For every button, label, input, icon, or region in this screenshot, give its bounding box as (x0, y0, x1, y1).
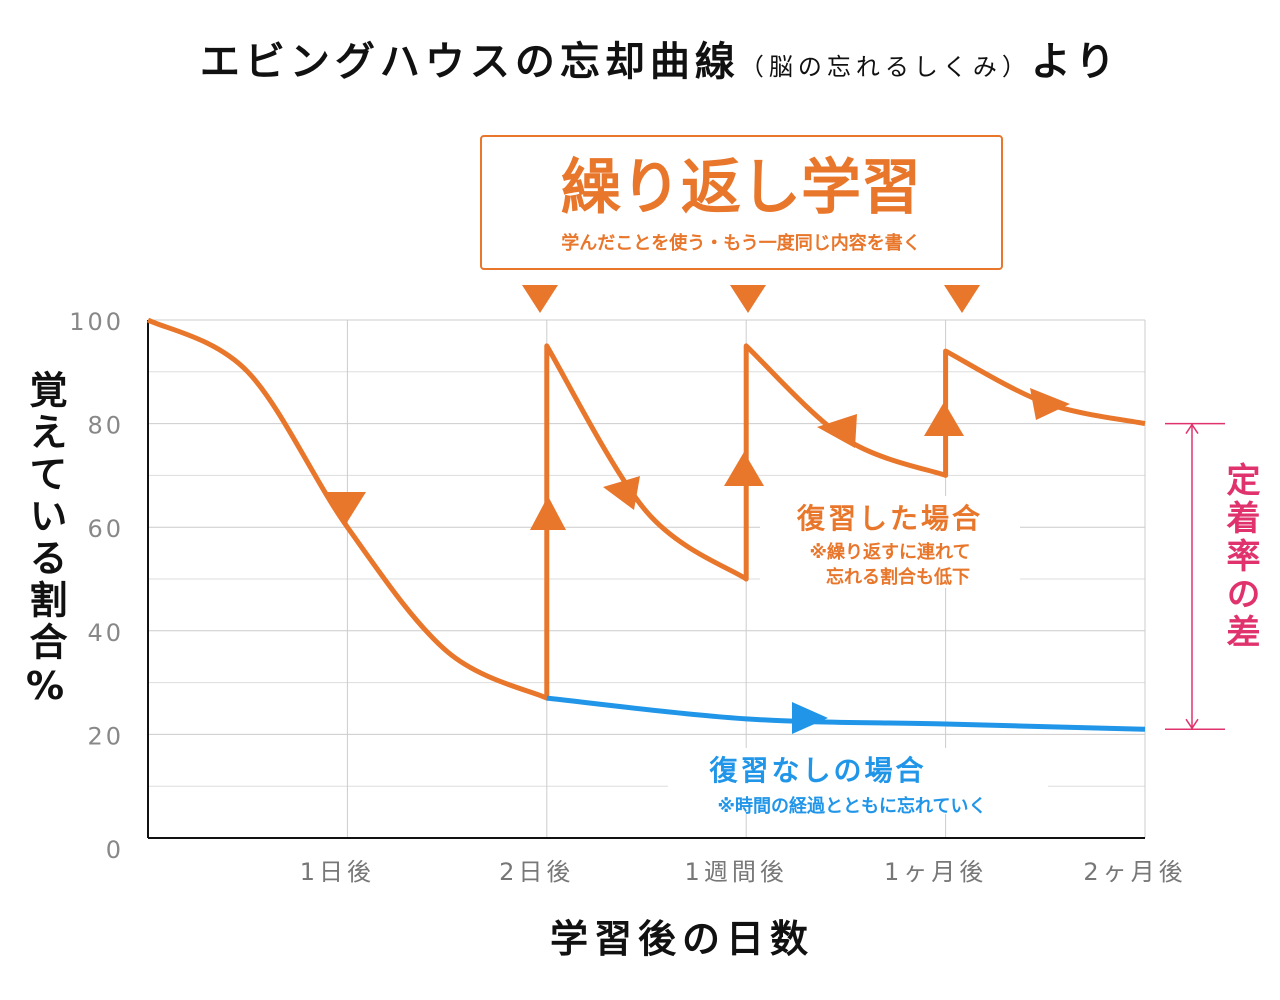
chart-title: エビングハウスの忘却曲線（脳の忘れるしくみ）より (200, 39, 1120, 85)
box-title: 繰り返し学習 (561, 153, 921, 223)
x-tick-label: 1ヶ月後 (884, 858, 987, 886)
arrow (817, 414, 857, 448)
review-marker (944, 285, 980, 313)
bracket-arrow (1185, 423, 1199, 435)
review-marker (730, 285, 766, 313)
series-label: 復習した場合 (796, 502, 983, 535)
title-note: （脳の忘れるしくみ） (740, 53, 1031, 81)
arrow (724, 452, 764, 486)
direction-arrows (326, 388, 1070, 530)
label-background (668, 748, 1048, 814)
x-axis-label: 学習後の日数 (550, 917, 814, 961)
y-tick-label: 40 (87, 619, 124, 647)
series-note: 忘れる割合も低下 (826, 566, 970, 588)
series-label: 復習なしの場合 (708, 754, 926, 787)
arrow (326, 492, 366, 524)
x-tick-label: 2日後 (499, 858, 574, 886)
review-marker (522, 285, 558, 313)
y-tick-label: 0 (106, 836, 124, 864)
y-tick-label: 60 (87, 515, 124, 543)
y-tick-label: 80 (87, 412, 124, 440)
bracket-arrow (1185, 718, 1199, 730)
arrow (792, 702, 828, 734)
callout-box (480, 135, 1003, 270)
arrow (924, 402, 964, 436)
difference-label: 定着率の差 (1220, 462, 1260, 652)
y-tick-label: 100 (69, 308, 124, 336)
series-line (546, 695, 1146, 732)
y-tick-label: 20 (87, 722, 124, 750)
title-main: エビングハウスの忘却曲線 (200, 39, 740, 85)
title-suffix: より (1031, 39, 1120, 85)
series-note: ※繰り返すに連れて (810, 541, 971, 563)
arrow (603, 476, 640, 510)
x-tick-label: 2ヶ月後 (1083, 858, 1186, 886)
arrow (1030, 388, 1070, 420)
x-tick-label: 1週間後 (685, 858, 788, 886)
arrow (530, 496, 566, 530)
label-background (760, 496, 1020, 588)
y-axis-label: 覚えている割合% (23, 370, 67, 712)
review-markers (522, 285, 980, 313)
box-subtitle: 学んだことを使う・もう一度同じ内容を書く (561, 232, 920, 254)
series-note: ※時間の経過とともに忘れていく (718, 795, 987, 817)
x-tick-label: 1日後 (300, 858, 375, 886)
